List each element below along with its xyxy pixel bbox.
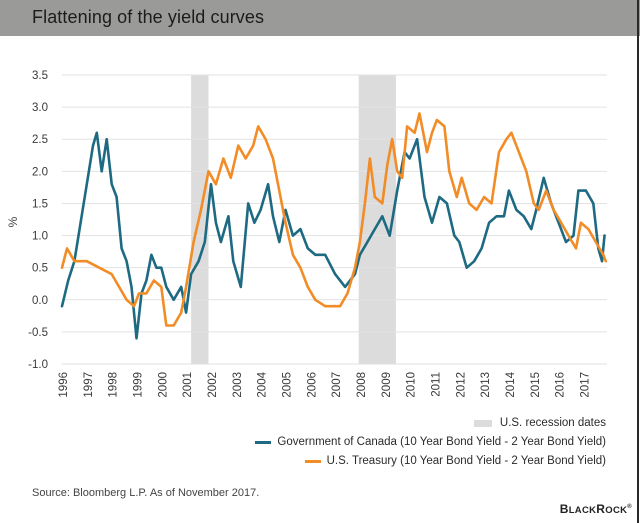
x-tick-label: 2016 [555,372,567,398]
x-tick-label: 1998 [108,372,120,398]
y-axis-ticks: 3.5 3.0 2.5 2.0 1.5 1.0 0.5 0.0 -0.5 -1.0 [28,70,48,371]
canada-swatch [255,440,272,444]
x-tick-label: 1999 [132,372,144,398]
gridlines [62,74,607,365]
y-tick-label: -1.0 [28,359,48,371]
series-lines [60,112,608,340]
x-axis-ticks: 1996 1997 1998 1999 2000 2001 2002 2003 2004 2005… [58,371,591,397]
us-swatch [304,459,321,463]
x-tick-label: 2015 [530,372,542,398]
x-tick-label: 2017 [579,372,591,398]
y-tick-label: 1.0 [32,231,48,243]
x-tick-label: 2000 [157,372,169,398]
x-tick-label: 2004 [257,371,269,397]
x-tick-label: 2012 [455,372,467,398]
y-tick-label: 0.0 [32,295,48,307]
legend-recession-label: U.S. recession dates [499,417,606,429]
x-tick-label: 1997 [83,372,95,398]
y-tick-label: 3.5 [32,70,48,82]
y-tick-label: 0.5 [32,263,48,275]
x-tick-label: 2011 [430,372,442,397]
recession-band [358,75,396,364]
x-tick-label: 2008 [356,372,368,398]
right-border [637,0,639,523]
y-tick-label: -0.5 [28,327,48,339]
legend-us: U.S. Treasury (10 Year Bond Yield - 2 Ye… [304,455,606,467]
recession-swatch [473,419,492,427]
x-tick-label: 2010 [406,372,418,398]
canada-series-line [60,131,606,340]
x-tick-label: 2014 [505,371,517,397]
legend-canada-label: Government of Canada (10 Year Bond Yield… [277,436,606,448]
chart-title: Flattening of the yield curves [32,7,265,27]
x-tick-label: 2005 [281,372,293,398]
y-tick-label: 2.5 [32,134,48,146]
x-tick-label: 2006 [306,372,318,398]
x-tick-label: 2001 [182,372,194,398]
legend-canada: Government of Canada (10 Year Bond Yield… [255,436,606,448]
legend-us-label: U.S. Treasury (10 Year Bond Yield - 2 Ye… [326,455,606,467]
legend-recession: U.S. recession dates [473,417,606,429]
title-bar: Flattening of the yield curves [0,0,640,36]
x-tick-label: 2013 [480,372,492,398]
x-tick-label: 2007 [331,372,343,398]
source-note: Source: Bloomberg L.P. As of November 20… [32,487,260,499]
y-tick-label: 3.0 [32,102,48,114]
blackrock-logo: BLACKROCK® [559,502,632,516]
x-tick-label: 2003 [232,372,244,398]
y-tick-label: 2.0 [32,166,48,178]
x-tick-label: 2009 [381,372,393,398]
y-axis-label: % [6,216,20,227]
x-tick-label: 1996 [58,372,70,398]
recession-bands [191,75,396,364]
y-tick-label: 1.5 [32,198,48,210]
us-series-line [60,112,608,327]
x-tick-label: 2002 [207,372,219,398]
